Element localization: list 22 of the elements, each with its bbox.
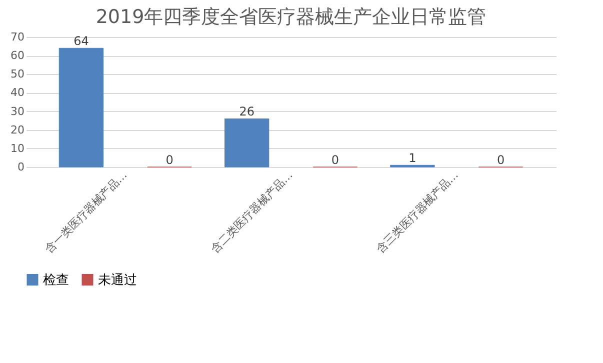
x-tick-label: 含一类医疗器械产品…	[42, 168, 130, 256]
y-tick-label: 30	[10, 104, 24, 118]
chart-title: 2019年四季度全省医疗器械生产企业日常监管	[96, 6, 486, 28]
y-tick-label: 20	[10, 123, 24, 136]
y-tick-label: 40	[10, 86, 24, 100]
data-label: 0	[331, 153, 339, 167]
x-tick-label: 含三类医疗器械产品…	[374, 168, 461, 256]
y-tick-label: 10	[10, 142, 24, 155]
legend-label: 检查	[43, 272, 69, 288]
data-label: 26	[239, 104, 254, 119]
y-tick-label: 60	[10, 49, 24, 62]
y-tick-label: 70	[10, 30, 24, 44]
data-label: 0	[496, 153, 505, 167]
data-label: 0	[166, 153, 174, 167]
y-tick-label: 0	[18, 160, 24, 174]
x-tick-label: 含二类医疗器械产品…	[208, 168, 296, 256]
data-label: 1	[408, 151, 416, 166]
data-label: 64	[74, 34, 89, 48]
y-tick-label: 50	[10, 68, 24, 81]
bar	[224, 118, 270, 168]
bar	[58, 48, 104, 168]
legend-label: 未通过	[98, 272, 137, 288]
